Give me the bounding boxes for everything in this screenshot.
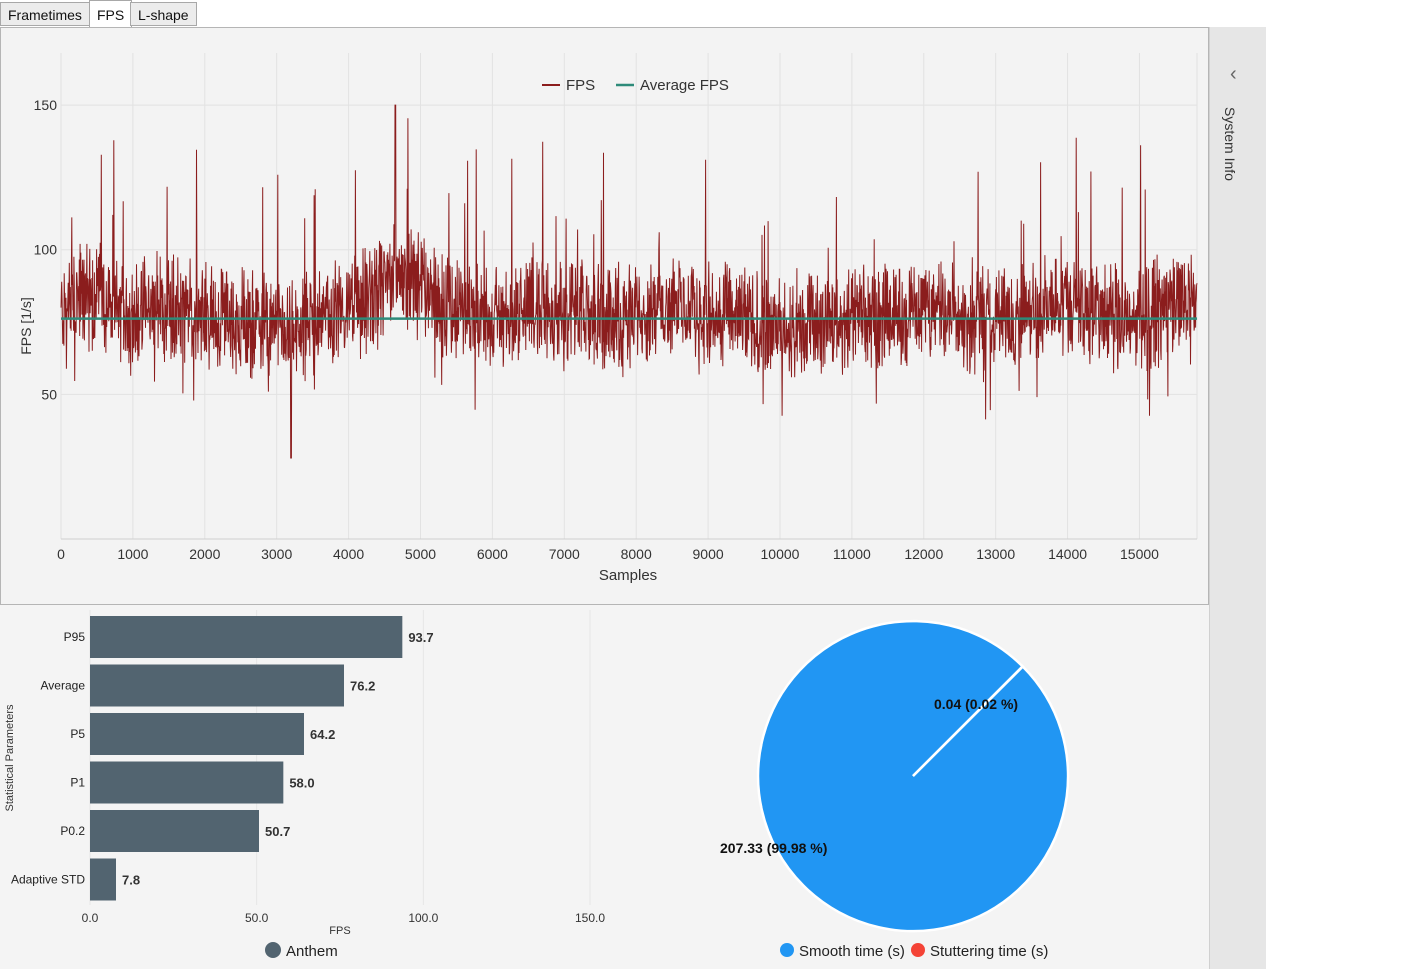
bar-y-axis-label: Statistical Parameters bbox=[4, 704, 16, 811]
fps-chart-panel: 0 1000 2000 3000 4000 5000 6000 7000 8000 9000 100… bbox=[0, 27, 1209, 605]
stat-bar[interactable] bbox=[90, 713, 304, 755]
fps-series-line bbox=[60, 104, 1198, 459]
bar-category-label: P1 bbox=[70, 776, 85, 790]
tab-l-shape[interactable]: L-shape bbox=[130, 2, 197, 26]
bar-category-label: Adaptive STD bbox=[11, 873, 85, 887]
pie-legend: Smooth time (s) Stuttering time (s) bbox=[780, 943, 1048, 960]
x-tick-label: 12000 bbox=[904, 546, 943, 562]
legend-average-label: Average FPS bbox=[640, 77, 729, 94]
system-info-toggle[interactable]: System Info bbox=[1222, 107, 1238, 181]
stat-bar[interactable] bbox=[90, 858, 116, 901]
fps-legend: FPS Average FPS bbox=[542, 77, 729, 94]
pie-slice-stutter[interactable] bbox=[912, 664, 1025, 777]
bar-category-label: P5 bbox=[70, 727, 85, 741]
bar-value-label: 58.0 bbox=[289, 776, 314, 791]
bar-value-label: 76.2 bbox=[350, 679, 375, 694]
legend-fps-label: FPS bbox=[566, 77, 595, 94]
x-tick-label: 10000 bbox=[761, 546, 800, 562]
legend-smooth-swatch bbox=[780, 943, 794, 957]
pie-label-smooth: 207.33 (99.98 %) bbox=[720, 840, 827, 856]
x-tick-label: 4000 bbox=[333, 546, 364, 562]
stat-bar[interactable] bbox=[90, 761, 284, 804]
x-tick-label: 8000 bbox=[621, 546, 652, 562]
x-tick-label: 1000 bbox=[117, 546, 148, 562]
y-tick-label: 150 bbox=[34, 97, 58, 113]
x-tick-label: 11000 bbox=[833, 546, 871, 562]
system-info-sidebar: ‹ System Info bbox=[1209, 27, 1266, 969]
bar-value-label: 64.2 bbox=[310, 727, 335, 742]
x-tick-label: 14000 bbox=[1048, 546, 1087, 562]
bar-category-label: P95 bbox=[64, 630, 86, 644]
bar-grid bbox=[89, 610, 591, 905]
x-tick-label: 6000 bbox=[477, 546, 508, 562]
stats-bar-chart: P95 93.7 Average 76.2 P5 64.2 P1 58.0 P0.2 50.7 Ad… bbox=[4, 610, 606, 960]
x-tick-label: 9000 bbox=[693, 546, 724, 562]
bar-x-tick-labels: 0.0 50.0 100.0 150.0 bbox=[82, 911, 606, 925]
legend-smooth-label: Smooth time (s) bbox=[799, 943, 905, 960]
bar-legend: Anthem bbox=[265, 942, 338, 960]
legend-stutter-label: Stuttering time (s) bbox=[930, 943, 1048, 960]
legend-anthem-label: Anthem bbox=[286, 943, 338, 960]
fps-chart: 0 1000 2000 3000 4000 5000 6000 7000 8000 9000 100… bbox=[18, 53, 1198, 584]
bar-group: P95 93.7 Average 76.2 P5 64.2 P1 58.0 P0.2 50.7 Ad… bbox=[11, 616, 434, 901]
fps-x-axis-label: Samples bbox=[599, 567, 657, 584]
bar-category-label: Average bbox=[41, 679, 86, 693]
legend-anthem-swatch bbox=[265, 942, 281, 958]
tab-bar: Frametimes FPS L-shape bbox=[0, 0, 1210, 28]
legend-stutter-swatch bbox=[911, 943, 925, 957]
x-tick-label: 2000 bbox=[189, 546, 220, 562]
chevron-left-icon[interactable]: ‹ bbox=[1230, 63, 1237, 85]
stat-bar[interactable] bbox=[90, 616, 403, 658]
x-tick-label: 0 bbox=[57, 546, 65, 562]
bar-category-label: P0.2 bbox=[60, 824, 85, 838]
bar-value-label: 93.7 bbox=[408, 630, 433, 645]
stat-bar[interactable] bbox=[90, 810, 259, 852]
bar-x-tick-label: 50.0 bbox=[245, 911, 269, 925]
bar-value-label: 50.7 bbox=[265, 824, 290, 839]
x-tick-label: 15000 bbox=[1120, 546, 1159, 562]
y-tick-label: 100 bbox=[34, 242, 58, 258]
statistics-panel: P95 93.7 Average 76.2 P5 64.2 P1 58.0 P0.2 50.7 Ad… bbox=[0, 605, 1209, 969]
pie-data-labels: 207.33 (99.98 %) 0.04 (0.02 %) bbox=[720, 696, 1018, 856]
x-tick-label: 3000 bbox=[261, 546, 292, 562]
fps-x-tick-labels: 0 1000 2000 3000 4000 5000 6000 7000 8000 9000 100… bbox=[57, 546, 1159, 562]
bar-value-label: 7.8 bbox=[122, 873, 140, 888]
fps-y-axis-label: FPS [1/s] bbox=[18, 297, 34, 355]
bar-x-axis-label: FPS bbox=[329, 925, 350, 937]
y-tick-label: 50 bbox=[41, 386, 57, 402]
bar-x-tick-label: 100.0 bbox=[408, 911, 438, 925]
pie-slices bbox=[756, 619, 1070, 933]
bar-x-tick-label: 0.0 bbox=[82, 911, 99, 925]
pie-label-stutter: 0.04 (0.02 %) bbox=[934, 696, 1018, 712]
tab-fps[interactable]: FPS bbox=[89, 0, 133, 28]
x-tick-label: 13000 bbox=[976, 546, 1015, 562]
x-tick-label: 5000 bbox=[405, 546, 436, 562]
stat-bar[interactable] bbox=[90, 664, 344, 707]
stutter-pie-chart: 207.33 (99.98 %) 0.04 (0.02 %) Smooth tim… bbox=[720, 619, 1070, 960]
x-tick-label: 7000 bbox=[549, 546, 580, 562]
fps-y-tick-labels: 50 100 150 bbox=[34, 97, 58, 402]
tab-frametimes[interactable]: Frametimes bbox=[0, 2, 90, 26]
bar-x-tick-label: 150.0 bbox=[575, 911, 605, 925]
pie-slice-smooth[interactable] bbox=[756, 619, 1070, 933]
